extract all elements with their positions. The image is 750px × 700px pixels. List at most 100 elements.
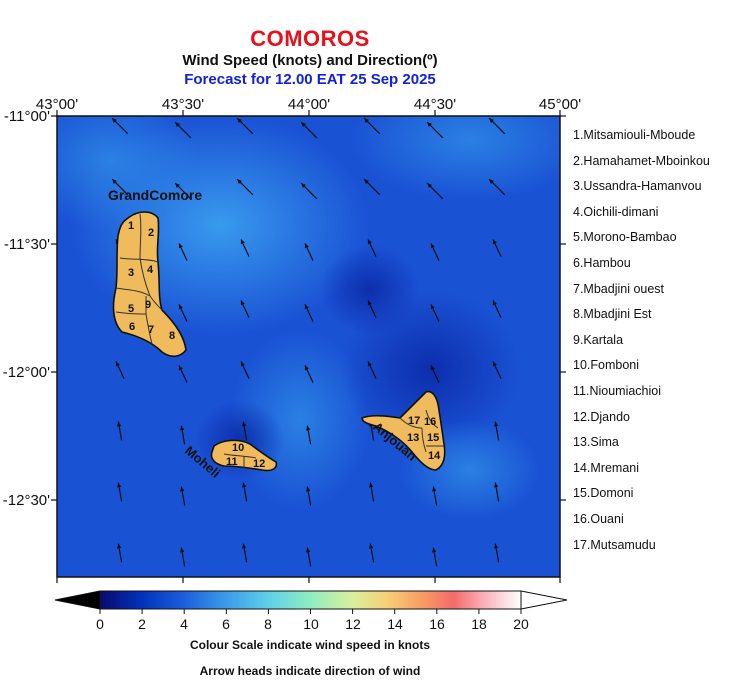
wind-arrow-head: [179, 425, 185, 431]
wind-arrow-head: [305, 425, 311, 431]
colorbar-tick-label: 18: [471, 616, 487, 632]
legend-item: 9.Kartala: [573, 332, 624, 347]
wind-arrow-head: [237, 179, 242, 184]
wind-arrow-head: [112, 179, 117, 184]
moheli-island: 10 11 12: [210, 439, 278, 472]
wind-arrow-head: [492, 239, 497, 245]
wind-arrow-head: [492, 361, 497, 367]
wind-arrow-head: [241, 543, 247, 549]
wind-arrow-head: [178, 243, 183, 249]
region-number: 7: [148, 324, 154, 336]
wind-arrow-head: [240, 361, 245, 367]
district-legend: 1.Mitsamiouli-Mboude 2.Hamahamet-Mboinko…: [573, 127, 710, 562]
wind-arrow-head: [178, 304, 183, 310]
legend-item: 16.Ouani: [573, 511, 624, 526]
legend-item: 10.Fomboni: [573, 358, 640, 373]
wind-arrow-head: [493, 482, 499, 488]
lon-label-43-00: 43°00': [35, 96, 79, 113]
wind-arrow-head: [367, 239, 372, 245]
colorbar-tick-label: 10: [303, 616, 319, 632]
map-subtitle: Wind Speed (knots) and Direction(º): [182, 52, 438, 69]
region-number: 17: [408, 415, 420, 427]
colorbar-tick-label: 0: [96, 616, 104, 632]
arrow-caption: Arrow heads indicate direction of wind: [199, 664, 421, 678]
wind-arrow-head: [430, 243, 435, 249]
wind-arrow-head: [492, 300, 497, 306]
legend-item: 17.Mutsamudu: [573, 537, 656, 552]
legend-item: 13.Sima: [573, 435, 619, 450]
colorbar-caption: Colour Scale indicate wind speed in knot…: [189, 638, 431, 652]
legend-item: 5.Morono-Bambao: [573, 230, 677, 245]
wind-arrow-head: [241, 482, 247, 488]
wind-arrow-head: [431, 486, 437, 492]
region-number: 5: [128, 303, 134, 315]
wind-arrow-head: [367, 300, 372, 306]
legend-item: 11.Nioumiachioi: [573, 383, 662, 398]
wind-arrow-head: [305, 486, 311, 492]
wind-arrow-head: [493, 543, 499, 549]
wind-arrow-head: [116, 421, 122, 427]
region-number: 6: [129, 321, 135, 333]
wind-arrow-head: [178, 365, 183, 371]
wind-arrow-head: [116, 482, 122, 488]
legend-item: 2.Hamahamet-Mboinkou: [573, 153, 710, 168]
colorbar-tick-label: 8: [264, 616, 272, 632]
colorbar-tick-label: 12: [345, 616, 361, 632]
wind-arrow-head: [116, 543, 122, 549]
wind-arrow-head: [364, 118, 369, 123]
wind-arrow-head: [175, 122, 180, 127]
legend-item: 3.Ussandra-Hamanvou: [573, 179, 702, 194]
wind-arrow-head: [304, 243, 309, 249]
region-number: 16: [424, 416, 436, 428]
wind-arrow-head: [241, 421, 247, 427]
wind-arrow-head: [240, 239, 245, 245]
colorbar-tick-label: 14: [387, 616, 403, 632]
colorbar: [54, 590, 568, 614]
wind-arrow-head: [115, 361, 120, 367]
legend-item: 1.Mitsamiouli-Mboude: [573, 128, 696, 142]
forecast-time: Forecast for 12.00 EAT 25 Sep 2025: [184, 71, 436, 88]
wind-arrow-head: [493, 421, 499, 427]
legend-item: 12.Djando: [573, 409, 630, 424]
anjouan-island: 17 16 13 15 14: [361, 390, 446, 471]
legend-item: 14.Mremani: [573, 460, 639, 475]
wind-arrow-head: [304, 365, 309, 371]
wind-arrows: [111, 117, 506, 567]
lon-label-44-30: 44°30': [413, 96, 457, 113]
map-title: COMOROS: [250, 26, 370, 51]
wind-arrow-head: [368, 482, 374, 488]
wind-arrow-head: [430, 304, 435, 310]
grand-comore-island: 1 2 3 4 5 9 6 7 8: [112, 211, 187, 358]
wind-arrow-head: [305, 547, 311, 553]
lat-label-11-30: -11°30': [3, 236, 50, 253]
wind-arrow-head: [237, 118, 242, 123]
region-number: 1: [128, 220, 134, 232]
lat-label-12-00: -12°00': [2, 364, 50, 381]
legend-item: 15.Domoni: [573, 486, 634, 501]
region-number: 15: [427, 432, 439, 444]
lon-label-45-00: 45°00': [538, 96, 582, 113]
colorbar-tick-label: 6: [222, 616, 230, 632]
lon-label-44-00: 44°00': [287, 96, 331, 113]
legend-item: 4.Oichili-dimani: [573, 204, 659, 219]
wind-arrow-head: [179, 486, 185, 492]
wind-arrow-head: [368, 543, 374, 549]
grand-comore-label: GrandComore: [108, 187, 202, 203]
wind-arrow-head: [304, 304, 309, 310]
region-number: 8: [169, 330, 175, 342]
region-number: 9: [145, 299, 151, 311]
wind-arrow-head: [301, 183, 306, 188]
region-number: 11: [226, 456, 238, 468]
region-number: 10: [232, 442, 244, 454]
lat-label-12-30: -12°30': [2, 492, 50, 509]
legend-item: 7.Mbadjini ouest: [573, 281, 665, 296]
region-number: 12: [253, 458, 265, 470]
wind-speed-field: [57, 116, 560, 577]
wind-arrow-head: [112, 118, 117, 123]
wind-arrow-head: [240, 300, 245, 306]
wind-arrow-head: [427, 122, 432, 127]
region-number: 4: [147, 264, 154, 276]
colorbar-tick-label: 16: [429, 616, 445, 632]
region-number: 3: [128, 267, 134, 279]
